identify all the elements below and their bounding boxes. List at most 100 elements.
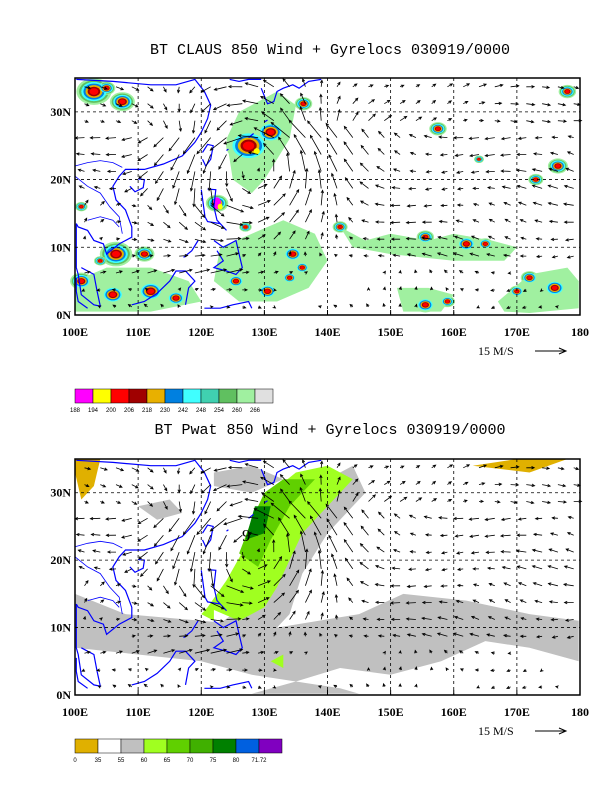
- map1-x-tick-label: 160E: [441, 325, 467, 339]
- wind-vector: [390, 203, 401, 208]
- wind-vector: [414, 666, 418, 671]
- wind-vector: [100, 650, 107, 655]
- wind-vector: [186, 535, 196, 555]
- wind-vector: [374, 583, 385, 587]
- wind-vector: [352, 478, 359, 485]
- country-border: [74, 540, 123, 549]
- wind-vector: [227, 465, 243, 470]
- wind-vector: [257, 252, 262, 257]
- wind-vector: [156, 188, 164, 202]
- wind-vector: [445, 667, 449, 672]
- wind-vector: [348, 254, 353, 258]
- wind-vector: [504, 236, 511, 240]
- wind-vector: [573, 85, 580, 90]
- wind-vector: [172, 551, 180, 570]
- wind-vector: [542, 85, 551, 89]
- wind-vector: [299, 486, 306, 502]
- wind-vector: [138, 551, 148, 560]
- wind-vector: [242, 188, 252, 195]
- wind-vector: [289, 550, 296, 570]
- wind-vector: [307, 120, 322, 138]
- wind-vector: [84, 119, 89, 123]
- map2-gridlines: [75, 459, 580, 695]
- wind-vector: [549, 532, 559, 536]
- wind-vector: [519, 254, 527, 258]
- wind-vector: [567, 515, 574, 520]
- wind-vector: [562, 583, 574, 587]
- map2-y-ticks: 30N 20N 10N 0N: [50, 486, 71, 702]
- wind-vector: [100, 599, 105, 603]
- wind-vector: [343, 506, 354, 519]
- wind-vector: [273, 175, 283, 189]
- wind-vector: [447, 83, 454, 88]
- wind-vector: [242, 617, 250, 621]
- wind-vector: [415, 84, 421, 88]
- wind-vector: [100, 467, 108, 471]
- wind-vector: [384, 495, 393, 502]
- wind-vector: [564, 618, 574, 622]
- wind-vector: [506, 305, 511, 309]
- wind-vector: [501, 566, 511, 570]
- wind-vector: [439, 533, 448, 538]
- wind-vector: [121, 137, 132, 141]
- wind-vector: [293, 514, 306, 536]
- wind-vector: [563, 565, 574, 570]
- wind-vector: [436, 632, 448, 637]
- wind-vector: [189, 552, 196, 573]
- wind-vector: [333, 304, 338, 308]
- wind-vector: [226, 305, 231, 309]
- wind-vector: [455, 170, 464, 174]
- wind-vector: [414, 285, 418, 290]
- wind-vector: [320, 231, 324, 240]
- wind-vector: [143, 303, 148, 308]
- wind-vector: [503, 582, 511, 587]
- wind-vector: [510, 119, 518, 124]
- wind-vector: [289, 569, 300, 587]
- wind-vector: [368, 465, 374, 469]
- map1-legend-label: 260: [232, 408, 243, 414]
- wind-vector: [517, 582, 527, 587]
- cloud-cell-core: [173, 296, 179, 300]
- map1-legend-label: 194: [88, 408, 99, 414]
- wind-vector: [318, 487, 323, 502]
- wind-vector: [437, 616, 448, 620]
- wind-vector: [115, 86, 125, 91]
- wind-vector: [190, 103, 196, 114]
- map1-legend-swatch: [146, 388, 166, 404]
- wind-vector: [105, 136, 117, 140]
- wind-vector: [282, 459, 290, 469]
- wind-vector: [443, 269, 448, 274]
- wind-vector: [226, 268, 244, 274]
- wind-vector: [218, 154, 227, 170]
- wind-vector: [131, 86, 140, 91]
- wind-vector: [147, 501, 154, 507]
- wind-vector: [488, 599, 495, 603]
- wind-vector: [178, 221, 189, 231]
- coastline: [75, 604, 102, 687]
- wind-vector: [137, 534, 148, 542]
- wind-vector: [289, 271, 294, 275]
- wind-vector: [259, 476, 274, 485]
- wind-vector: [439, 153, 448, 157]
- wind-vector: [415, 480, 421, 485]
- map2-legend-label: 0: [73, 758, 77, 764]
- wind-vector: [319, 252, 323, 257]
- wind-vector: [548, 167, 559, 172]
- wind-vector: [305, 230, 310, 240]
- wind-vector: [485, 550, 495, 555]
- wind-vector: [288, 630, 292, 637]
- cloud-cell-core: [435, 127, 441, 131]
- wind-vector: [463, 499, 468, 503]
- wind-vector: [488, 202, 495, 206]
- wind-vector: [213, 86, 227, 91]
- map1-legend-swatch: [164, 388, 184, 404]
- wind-vector: [425, 170, 432, 174]
- wind-vector: [115, 467, 125, 472]
- wind-vector: [352, 492, 359, 502]
- map1-legend-swatch: [182, 388, 202, 404]
- wind-vector: [147, 269, 158, 274]
- wind-vector: [244, 463, 259, 469]
- wind-vector: [490, 685, 495, 689]
- wind-vector: [115, 500, 122, 504]
- wind-vector: [242, 685, 247, 689]
